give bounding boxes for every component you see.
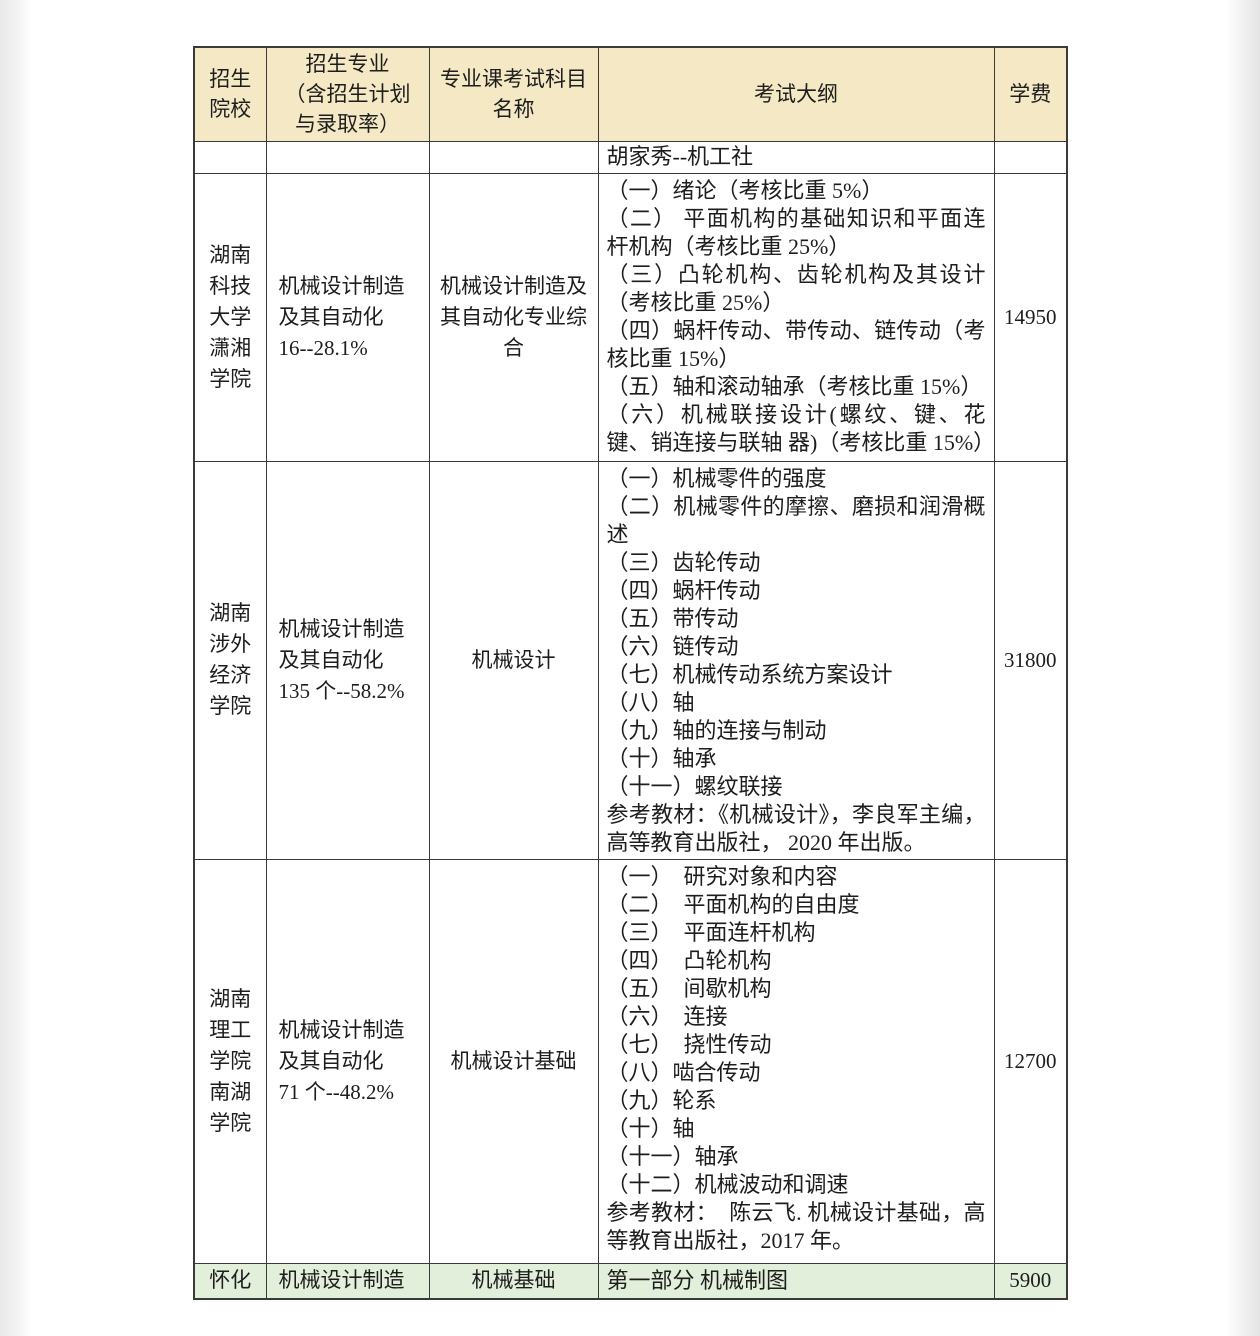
column-header-college: 招生 院校 bbox=[193, 46, 267, 142]
cell-college: 湖南 科技 大学 潇湘 学院 bbox=[193, 172, 267, 462]
cell-college: 湖南 涉外 经济 学院 bbox=[193, 460, 267, 860]
cell-subject: 机械设计基础 bbox=[428, 858, 599, 1264]
cell-tuition bbox=[993, 140, 1068, 174]
column-header-tuition: 学费 bbox=[993, 46, 1068, 142]
cell-syllabus: 第一部分 机械制图 bbox=[597, 1262, 995, 1300]
cell-syllabus: （一） 研究对象和内容 （二） 平面机构的自由度 （三） 平面连杆机构 （四） … bbox=[597, 858, 995, 1264]
cell-subject bbox=[428, 140, 599, 174]
table-row: 湖南 科技 大学 潇湘 学院 机械设计制造 及其自动化 16--28.1% 机械… bbox=[193, 172, 1068, 462]
cell-syllabus: （一）绪论（考核比重 5%） （二） 平面机构的基础知识和平面连杆机构（考核比重… bbox=[597, 172, 995, 462]
cell-major: 机械设计制造 bbox=[265, 1262, 430, 1300]
cell-major bbox=[265, 140, 430, 174]
table-row: 湖南 理工 学院 南湖 学院 机械设计制造 及其自动化 71 个--48.2% … bbox=[193, 858, 1068, 1264]
page-edge-right bbox=[1226, 0, 1260, 1336]
admissions-exam-table: 招生 院校 招生专业 （含招生计划 与录取率） 专业课考试科目 名称 考试大纲 … bbox=[193, 46, 1068, 1300]
cell-tuition: 12700 bbox=[993, 858, 1068, 1264]
page-edge-left bbox=[0, 0, 32, 1336]
cell-college: 湖南 理工 学院 南湖 学院 bbox=[193, 858, 267, 1264]
cell-tuition: 31800 bbox=[993, 460, 1068, 860]
cell-subject: 机械设计 bbox=[428, 460, 599, 860]
cell-major: 机械设计制造 及其自动化 16--28.1% bbox=[265, 172, 430, 462]
column-header-subject: 专业课考试科目 名称 bbox=[428, 46, 599, 142]
column-header-major: 招生专业 （含招生计划 与录取率） bbox=[265, 46, 430, 142]
cell-major: 机械设计制造 及其自动化 71 个--48.2% bbox=[265, 858, 430, 1264]
cell-college: 怀化 bbox=[193, 1262, 267, 1300]
table-row-highlighted: 怀化 机械设计制造 机械基础 第一部分 机械制图 5900 bbox=[193, 1262, 1068, 1300]
cell-major: 机械设计制造 及其自动化 135 个--58.2% bbox=[265, 460, 430, 860]
table-header-row: 招生 院校 招生专业 （含招生计划 与录取率） 专业课考试科目 名称 考试大纲 … bbox=[193, 46, 1068, 142]
column-header-syllabus: 考试大纲 bbox=[597, 46, 995, 142]
cell-tuition: 5900 bbox=[993, 1262, 1068, 1300]
cell-syllabus: （一）机械零件的强度 （二）机械零件的摩擦、磨损和润滑概述 （三）齿轮传动 （四… bbox=[597, 460, 995, 860]
cell-college bbox=[193, 140, 267, 174]
table-row: 胡家秀--机工社 bbox=[193, 140, 1068, 174]
cell-subject: 机械设计制造及 其自动化专业综 合 bbox=[428, 172, 599, 462]
table-row: 湖南 涉外 经济 学院 机械设计制造 及其自动化 135 个--58.2% 机械… bbox=[193, 460, 1068, 860]
cell-subject: 机械基础 bbox=[428, 1262, 599, 1300]
cell-syllabus: 胡家秀--机工社 bbox=[597, 140, 995, 174]
cell-tuition: 14950 bbox=[993, 172, 1068, 462]
